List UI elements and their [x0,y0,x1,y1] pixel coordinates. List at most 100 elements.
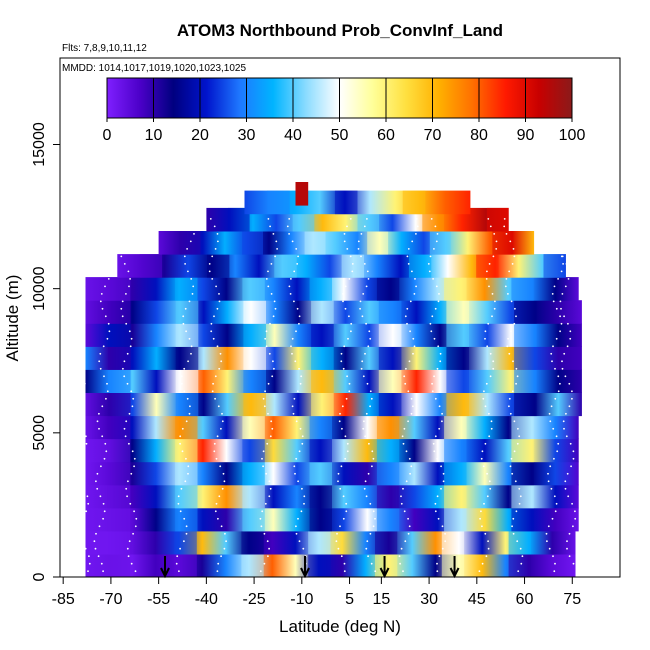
trace-dot [492,367,495,370]
trace-dot [75,300,78,303]
heatmap-cell [175,438,198,463]
trace-dot [552,300,555,303]
altitude-band [85,507,579,532]
trace-dot [342,367,345,370]
trace-dot [295,330,297,333]
trace-dot [372,457,375,460]
trace-dot [488,435,491,438]
trace-dot [192,285,195,288]
heatmap-cell [311,323,334,347]
trace-dot [368,442,370,445]
trace-dot [297,255,299,258]
flight-marker-arrowhead [160,567,170,579]
heatmap-cell [242,438,265,463]
trace-dot [550,405,553,408]
trace-dot [486,270,488,273]
x-axis-label: Latitude (deg N) [279,617,401,636]
trace-dot [105,450,108,453]
heatmap-cell [511,415,534,440]
trace-dot [575,570,578,573]
trace-dot [566,472,569,475]
heatmap-cell [243,346,266,370]
trace-dot [366,540,369,543]
trace-dot [409,300,412,303]
trace-dot [374,570,377,573]
trace-dot [190,352,192,355]
trace-dot [548,412,551,415]
trace-dot [217,517,219,520]
trace-dot [566,547,568,550]
trace-dot [286,225,289,228]
heatmap-cell [175,415,198,440]
trace-dot [123,360,126,363]
trace-dot [348,390,351,393]
trace-dot [565,412,567,415]
trace-dot [299,382,302,385]
trace-dot [440,487,442,490]
trace-dot [265,278,268,280]
trace-dot [185,457,187,460]
trace-dot [484,337,486,340]
trace-dot [128,330,131,333]
trace-dot [86,495,89,498]
trace-dot [176,555,179,558]
trace-dot [295,457,298,460]
trace-dot [428,270,431,273]
x-tick-label: -55 [147,591,170,608]
trace-dot [351,270,354,273]
colorbar-tick-label: 80 [470,127,488,144]
heatmap-cell [378,392,402,417]
trace-dot [208,263,211,265]
trace-dot [133,465,136,468]
trace-dot [191,293,194,295]
colorbar-tick-label: 50 [331,127,349,144]
trace-dot [127,442,130,445]
trace-dot [188,337,191,340]
trace-dot [104,285,106,288]
trace-dot [99,495,102,498]
trace-dot [120,240,122,243]
trace-dot [130,562,133,565]
trace-dot [434,307,437,310]
trace-dot [295,420,298,423]
trace-dot [569,330,572,333]
trace-dot [70,225,73,228]
heatmap-cell [514,346,537,370]
trace-dot [570,465,572,468]
trace-dot [184,480,187,483]
heatmap-cell [228,207,250,232]
trace-dot [184,263,187,265]
flight-markers [160,556,460,579]
trace-dot [560,270,563,273]
trace-dot [559,315,561,318]
heatmap-cell [376,484,400,509]
trace-dot [343,570,346,573]
trace-dot [344,435,347,438]
trace-dot [183,540,185,543]
heatmap-cell [444,438,467,463]
heatmap-cell [304,231,326,255]
trace-dot [123,427,126,430]
trace-dot [343,345,346,348]
trace-dot [301,442,304,445]
trace-dot [357,240,360,243]
trace-dot [80,457,82,460]
trace-dot [135,517,138,520]
trace-dot [126,495,128,498]
trace-dot [370,562,373,565]
trace-dot [433,450,436,453]
trace-dot [351,263,354,265]
trace-dot [80,367,83,370]
trace-dot [512,248,515,250]
heatmap-cell [367,231,389,255]
trace-dot [413,293,416,295]
trace-dot [267,270,269,273]
trace-dot [513,322,516,325]
trace-dot [291,337,294,340]
trace-dot [506,345,509,348]
trace-dot [98,412,100,415]
trace-dot [437,517,440,520]
trace-dot [567,278,570,280]
trace-dot [402,442,405,445]
trace-dot [511,390,514,393]
